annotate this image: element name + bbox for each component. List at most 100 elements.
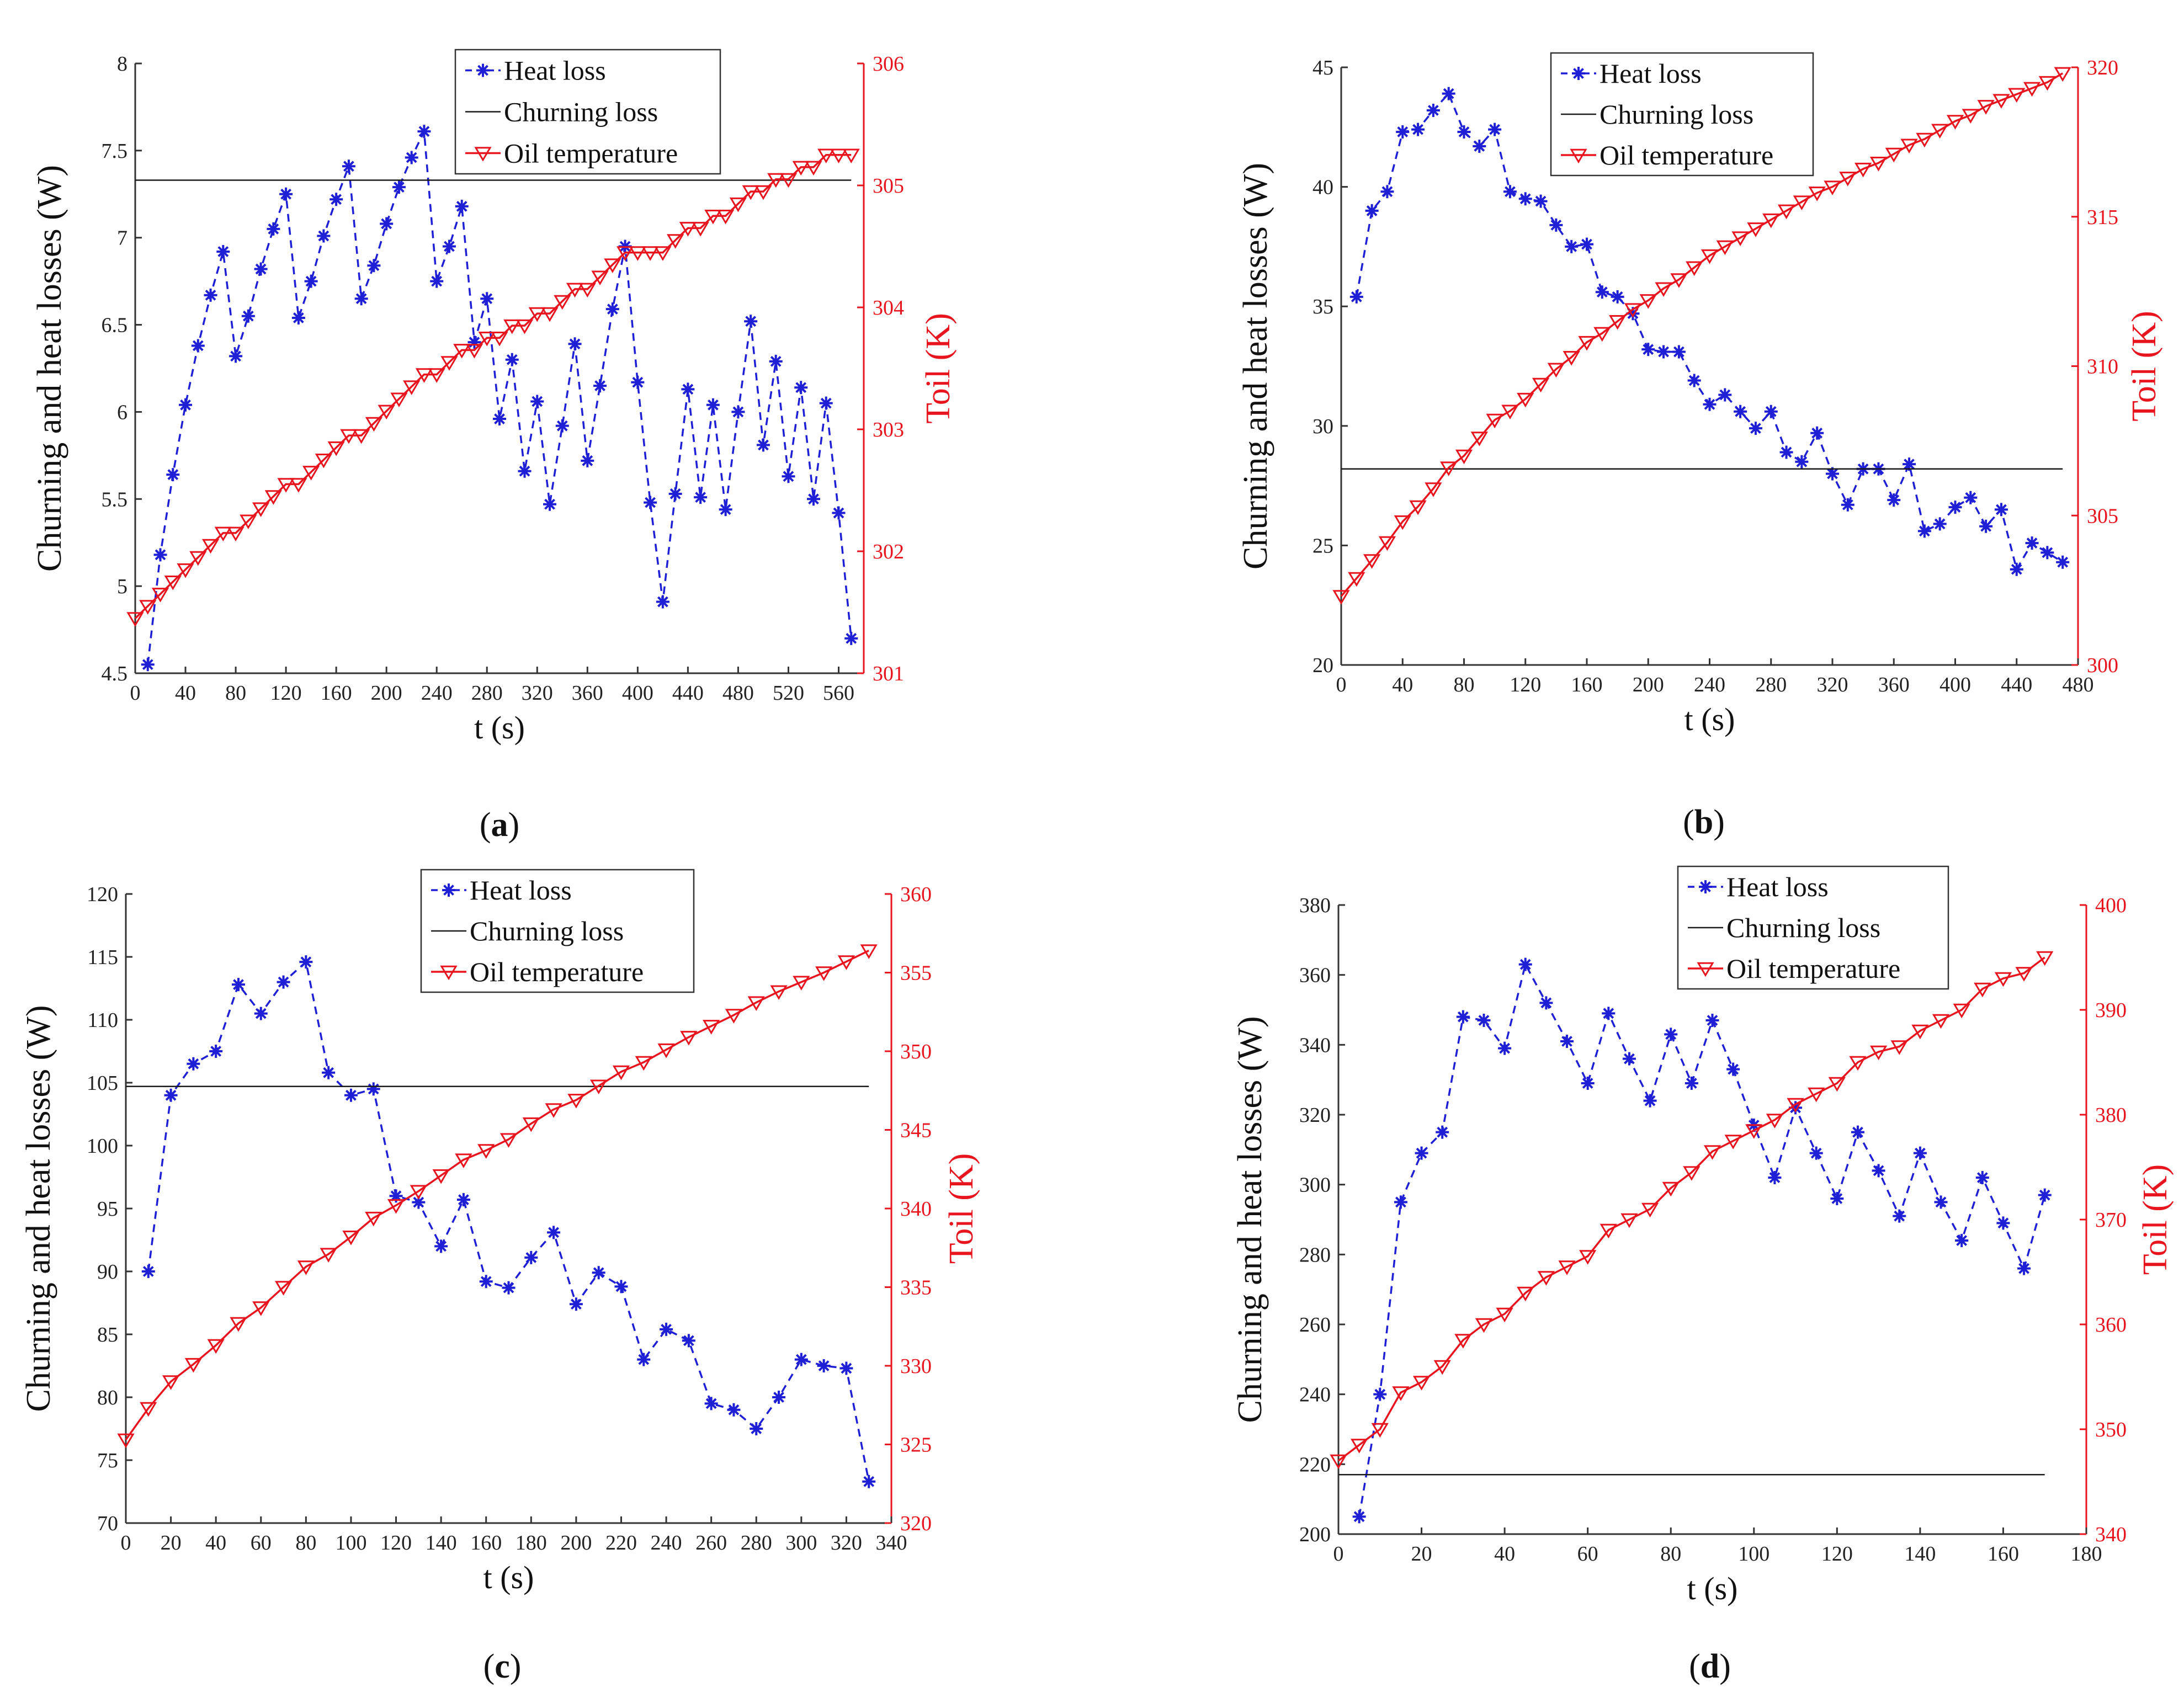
heat-loss-point [1705, 1014, 1719, 1027]
heat-loss-point [2010, 562, 2023, 576]
y-tick-label-left: 7.5 [102, 140, 128, 163]
y-tick-label-right: 335 [900, 1276, 932, 1300]
y-tick-label-left: 7 [117, 227, 127, 250]
heat-loss-point [467, 336, 481, 349]
x-tick-label: 20 [1411, 1542, 1432, 1566]
y-tick-label-left: 5 [117, 575, 127, 598]
oil-temperature-point [1974, 982, 1991, 998]
oil-temperature-point [207, 1339, 225, 1354]
oil-temperature-point [654, 246, 672, 261]
heat-loss-point [354, 292, 368, 306]
x-tick-label: 160 [470, 1531, 502, 1555]
x-tick-label: 40 [175, 682, 196, 705]
heat-loss-point [1687, 374, 1701, 387]
heat-loss-point [342, 159, 355, 173]
oil-temperature-point [1953, 1003, 1970, 1019]
heat-loss-point [299, 955, 313, 969]
heat-loss-point [681, 382, 695, 396]
x-axis-title: t (s) [1687, 1571, 1738, 1606]
heat-loss-point [317, 229, 331, 243]
y-tick-label-left: 70 [97, 1512, 118, 1535]
oil-temperature-point [1620, 1213, 1638, 1228]
oil-temperature-point [767, 173, 785, 188]
heat-loss-point [366, 1082, 380, 1096]
x-tick-label: 80 [295, 1531, 316, 1555]
series-line-heat-loss [1358, 961, 2046, 1517]
oil-temperature-point [1470, 432, 1488, 446]
oil-temperature-point [277, 478, 295, 493]
oil-temperature-point [1931, 124, 1949, 139]
x-tick-label: 60 [251, 1531, 272, 1555]
y-axis-title-right: Toil (K) [2125, 311, 2163, 422]
oil-temperature-point [590, 1079, 608, 1095]
heat-loss-point [216, 244, 230, 258]
y-tick-label-left: 110 [87, 1009, 118, 1032]
oil-temperature-point [1777, 204, 1795, 220]
legend-marker-oil-temperature [1570, 148, 1587, 164]
heat-loss-point [794, 381, 808, 395]
oil-temperature-point [779, 173, 798, 188]
heat-loss-point [1611, 290, 1624, 304]
oil-temperature-point [2023, 82, 2041, 97]
heat-loss-point [1580, 237, 1593, 251]
oil-temperature-point [1433, 1360, 1451, 1375]
oil-temperature-point [1932, 1014, 1950, 1029]
oil-temperature-point [1332, 590, 1350, 605]
chart-panel-a: 0 40 80 120 160 200 240 280 320 360 400 440 480 520 56… [31, 49, 957, 844]
heat-loss-point [1539, 996, 1553, 1010]
x-tick-label: 240 [1694, 673, 1725, 696]
oil-temperature-point [1600, 1223, 1617, 1239]
oil-temperature-point [378, 404, 395, 420]
legend-label: Heat loss [470, 875, 572, 906]
x-tick-label: 240 [651, 1531, 682, 1555]
heat-loss-point [1685, 1077, 1698, 1090]
oil-temperature-point [704, 210, 722, 225]
y-tick-label-left: 200 [1299, 1523, 1331, 1546]
y-tick-label-left: 75 [97, 1449, 118, 1472]
heat-loss-point [1703, 397, 1717, 411]
heat-loss-point [405, 151, 418, 164]
heat-loss-point [1503, 185, 1517, 199]
oil-temperature-point [679, 222, 697, 237]
x-tick-label: 140 [1904, 1542, 1936, 1566]
y-tick-label-left: 115 [87, 946, 118, 969]
heat-loss-point [1664, 1028, 1678, 1041]
x-tick-label: 120 [1510, 673, 1541, 696]
heat-loss-point [322, 1066, 336, 1079]
x-tick-label: 320 [522, 682, 553, 705]
heat-loss-point [1749, 422, 1762, 435]
oil-temperature-point [1547, 363, 1565, 378]
panel-caption: (a) [480, 806, 519, 844]
y-tick-label-left: 5.5 [102, 488, 128, 511]
heat-loss-point [819, 396, 833, 410]
heat-loss-point [1893, 1209, 1906, 1223]
heat-loss-point [455, 199, 469, 213]
heat-loss-point [782, 470, 795, 483]
heat-loss-point [1411, 123, 1425, 136]
x-tick-label: 360 [572, 682, 603, 705]
oil-temperature-point [1670, 273, 1688, 288]
legend-marker-heat-loss [442, 883, 455, 897]
heat-loss-point [229, 349, 243, 363]
heat-loss-point [817, 1359, 831, 1372]
legend-label: Oil temperature [1726, 953, 1900, 984]
oil-temperature-point [2008, 88, 2026, 103]
heat-loss-point [304, 274, 318, 288]
x-tick-label: 40 [1494, 1542, 1515, 1566]
oil-temperature-point [1890, 1040, 1908, 1055]
heat-loss-point [141, 658, 155, 672]
y-axis-title-right: Toil (K) [943, 1153, 980, 1264]
heat-loss-point [291, 311, 305, 324]
y-axis-title-left: Churning and heat losses (W) [1231, 1016, 1269, 1423]
heat-loss-point [1657, 345, 1671, 359]
heat-loss-point [2017, 1261, 2031, 1275]
heat-loss-point [1726, 1062, 1740, 1076]
oil-temperature-point [1724, 1135, 1742, 1149]
oil-temperature-point [612, 1065, 630, 1080]
heat-loss-point [1602, 1007, 1616, 1020]
heat-loss-point [1581, 1077, 1595, 1090]
oil-temperature-point [1501, 404, 1519, 420]
legend-label: Churning loss [470, 915, 624, 946]
y-tick-label-left: 25 [1312, 534, 1333, 557]
